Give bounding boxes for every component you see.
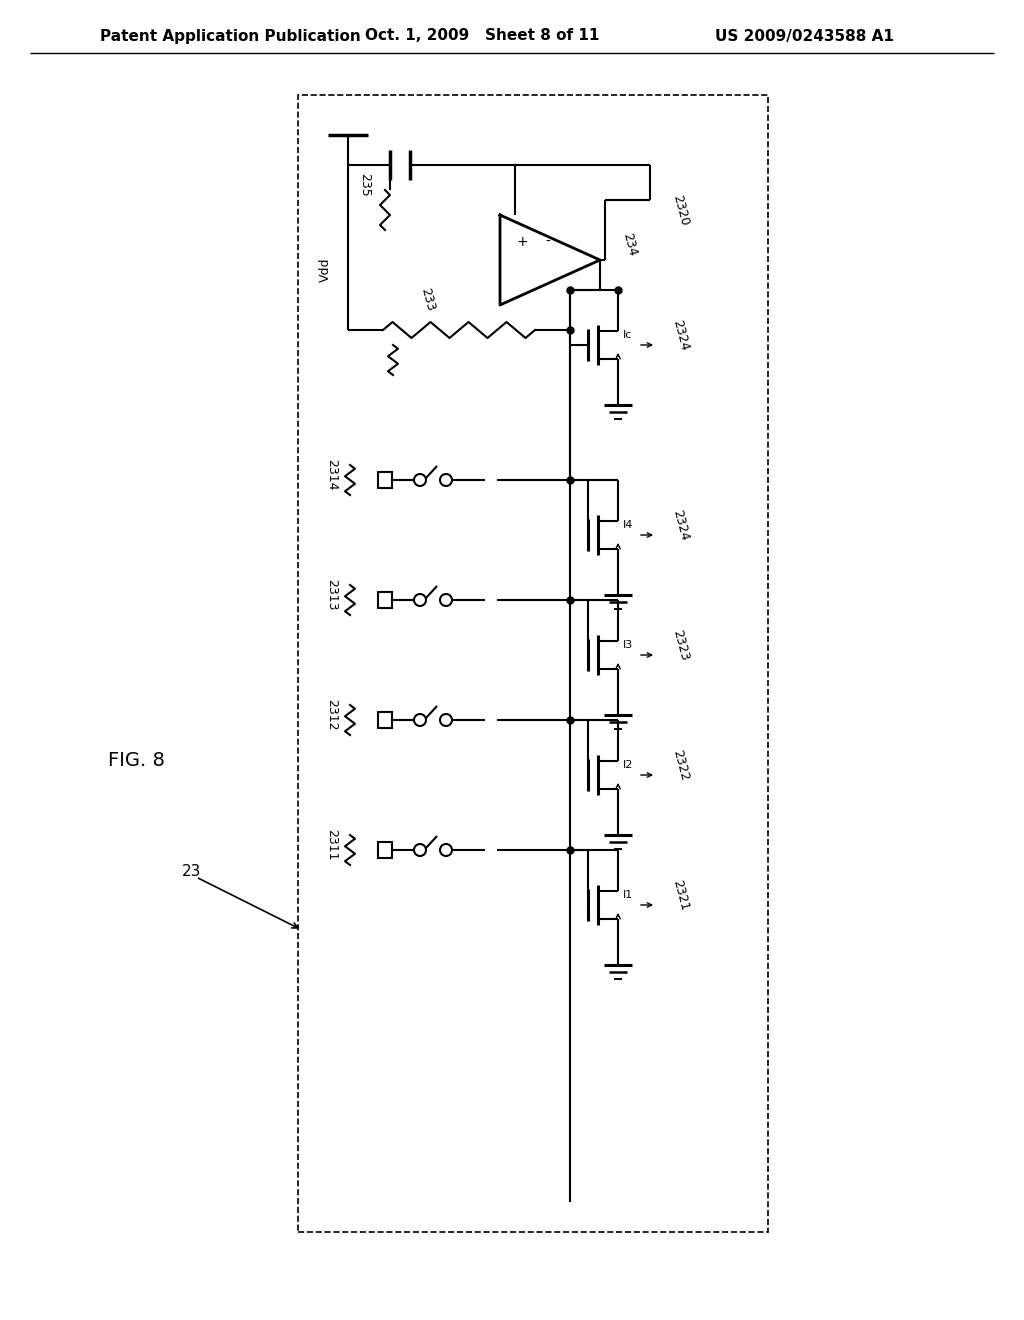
Bar [378, 591, 392, 609]
Text: 233: 233 [419, 286, 437, 313]
Text: 235: 235 [358, 173, 372, 197]
Bar [378, 473, 392, 488]
Text: Ic: Ic [624, 330, 633, 341]
Text: Patent Application Publication: Patent Application Publication [100, 29, 360, 44]
Text: Vdd: Vdd [318, 257, 332, 282]
Text: 2312: 2312 [326, 700, 339, 731]
Text: I4: I4 [623, 520, 633, 531]
Text: I3: I3 [623, 640, 633, 649]
Text: I1: I1 [623, 890, 633, 900]
Text: 2324: 2324 [670, 318, 691, 352]
Text: 234: 234 [620, 232, 639, 259]
Text: 2311: 2311 [326, 829, 339, 861]
Text: 2320: 2320 [670, 193, 691, 227]
Bar [378, 711, 392, 729]
Text: Oct. 1, 2009   Sheet 8 of 11: Oct. 1, 2009 Sheet 8 of 11 [365, 29, 599, 44]
Bar [378, 842, 392, 858]
Text: 2322: 2322 [670, 748, 691, 781]
Text: 2323: 2323 [670, 628, 691, 661]
Text: US 2009/0243588 A1: US 2009/0243588 A1 [715, 29, 894, 44]
Text: 2324: 2324 [670, 508, 691, 543]
Text: 2313: 2313 [326, 579, 339, 611]
Text: 2314: 2314 [326, 459, 339, 491]
Text: 23: 23 [182, 865, 202, 879]
Text: 2321: 2321 [670, 878, 691, 912]
Bar [298, 95, 768, 1232]
Text: +: + [516, 235, 527, 249]
Text: I2: I2 [623, 760, 633, 770]
Text: -: - [546, 235, 551, 249]
Text: FIG. 8: FIG. 8 [108, 751, 165, 770]
